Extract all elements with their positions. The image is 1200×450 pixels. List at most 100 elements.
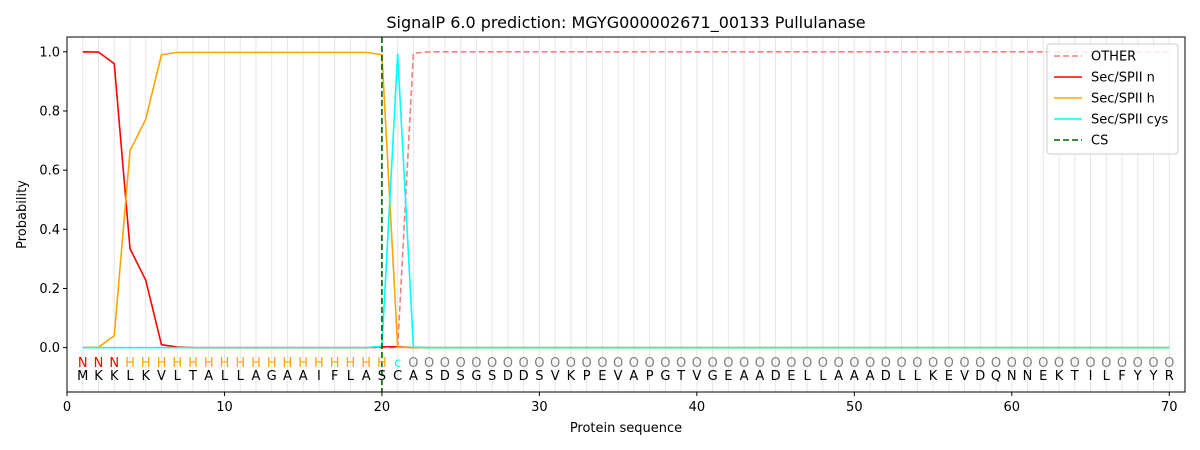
residue-label: A xyxy=(740,369,749,384)
region-label: O xyxy=(1148,356,1158,371)
residue-label: M xyxy=(77,369,88,384)
region-label: O xyxy=(818,356,828,371)
residue-label: L xyxy=(221,369,229,384)
region-label: O xyxy=(928,356,938,371)
residue-label: A xyxy=(834,369,843,384)
region-label: O xyxy=(912,356,922,371)
residue-label: F xyxy=(1118,369,1125,384)
region-label: H xyxy=(298,356,308,371)
residue-label: T xyxy=(676,369,685,384)
series-layer xyxy=(82,37,1170,392)
legend-label: Sec/SPII h xyxy=(1091,92,1155,107)
residue-label: A xyxy=(755,369,764,384)
residue-label: C xyxy=(393,369,402,384)
residue-label: L xyxy=(237,369,245,384)
residue-label: D xyxy=(503,369,513,384)
residue-label: L xyxy=(126,369,134,384)
x-axis-label: Protein sequence xyxy=(570,421,682,436)
region-label: O xyxy=(755,356,765,371)
region-label: O xyxy=(629,356,639,371)
region-label: O xyxy=(975,356,985,371)
residue-label: K xyxy=(94,369,103,384)
region-label: O xyxy=(566,356,576,371)
residue-label: A xyxy=(850,369,859,384)
region-label: O xyxy=(802,356,812,371)
residue-label: V xyxy=(614,369,623,384)
residue-label: K xyxy=(567,369,576,384)
region-label: H xyxy=(377,356,387,371)
residue-label: K xyxy=(141,369,150,384)
residue-label: R xyxy=(1165,369,1174,384)
residue-label: I xyxy=(1089,369,1093,384)
chart-title: SignalP 6.0 prediction: MGYG000002671_00… xyxy=(386,13,865,33)
region-label: O xyxy=(660,356,670,371)
legend-label: OTHER xyxy=(1091,50,1136,65)
residue-label: D xyxy=(440,369,450,384)
region-label: O xyxy=(1101,356,1111,371)
x-tick-label: 70 xyxy=(1161,400,1178,415)
residue-label: G xyxy=(708,369,718,384)
x-tick-label: 60 xyxy=(1004,400,1021,415)
region-label: H xyxy=(361,356,371,371)
residue-label: S xyxy=(535,369,543,384)
residue-label: V xyxy=(157,369,166,384)
x-tick-label: 10 xyxy=(216,400,233,415)
y-tick-label: 1.0 xyxy=(39,45,60,60)
residue-label: L xyxy=(803,369,811,384)
region-label: H xyxy=(172,356,182,371)
region-label: O xyxy=(582,356,592,371)
region-label: H xyxy=(220,356,230,371)
residue-label: T xyxy=(188,369,197,384)
region-label: O xyxy=(676,356,686,371)
legend-box xyxy=(1046,43,1179,155)
residue-label: D xyxy=(771,369,781,384)
y-tick-label: 0.2 xyxy=(39,282,60,297)
residue-label: G xyxy=(660,369,670,384)
region-label: O xyxy=(786,356,796,371)
region-label: O xyxy=(1038,356,1048,371)
y-tick-label: 0.0 xyxy=(39,341,60,356)
residue-label: A xyxy=(204,369,213,384)
region-label: O xyxy=(487,356,497,371)
region-label: O xyxy=(471,356,481,371)
residue-label: P xyxy=(646,369,654,384)
region-label: O xyxy=(408,356,418,371)
region-label: N xyxy=(109,356,119,371)
region-label: O xyxy=(770,356,780,371)
x-tick-label: 20 xyxy=(374,400,391,415)
residue-label: A xyxy=(283,369,292,384)
residue-label: K xyxy=(929,369,938,384)
residue-label: A xyxy=(629,369,638,384)
residue-label: F xyxy=(331,369,338,384)
residue-label: N xyxy=(1007,369,1017,384)
region-label: O xyxy=(1117,356,1127,371)
region-label: O xyxy=(519,356,529,371)
residue-label: A xyxy=(252,369,261,384)
residue-label: P xyxy=(583,369,591,384)
region-label: H xyxy=(314,356,324,371)
region-label: c xyxy=(394,356,401,371)
residue-label: Q xyxy=(991,369,1001,384)
region-label: O xyxy=(1022,356,1032,371)
residue-label: L xyxy=(819,369,827,384)
residue-label: V xyxy=(551,369,560,384)
legend-label: CS xyxy=(1091,134,1108,149)
region-label: O xyxy=(613,356,623,371)
region-label: H xyxy=(157,356,167,371)
region-label: H xyxy=(125,356,135,371)
region-label: O xyxy=(424,356,434,371)
region-label: O xyxy=(1164,356,1174,371)
region-label: O xyxy=(707,356,717,371)
series-sec-spii-cys-line xyxy=(82,53,1170,349)
region-label: O xyxy=(1070,356,1080,371)
residue-label: G xyxy=(267,369,277,384)
residue-label: V xyxy=(960,369,969,384)
region-label: N xyxy=(78,356,88,371)
y-tick-label: 0.6 xyxy=(39,164,60,179)
region-label: H xyxy=(235,356,245,371)
y-axis-label: Probability xyxy=(15,180,30,249)
residue-label: E xyxy=(724,369,732,384)
residue-label: S xyxy=(488,369,496,384)
